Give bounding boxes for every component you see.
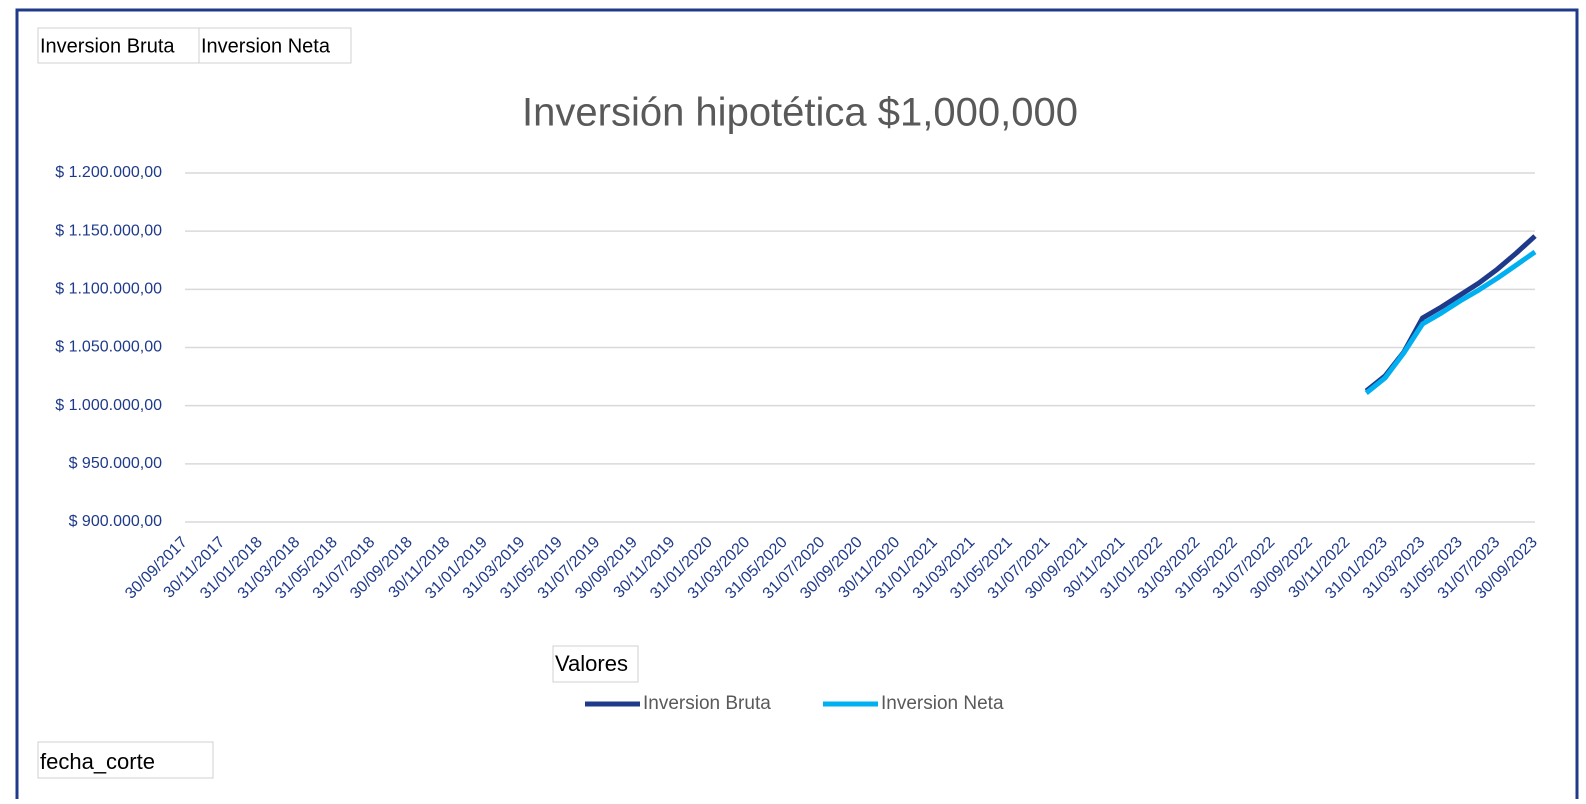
- y-tick-label: $ 1.050.000,00: [55, 339, 162, 356]
- frame: [15, 8, 1579, 804]
- filter-button[interactable]: [198, 27, 352, 64]
- axis-field-label[interactable]: fecha_corte: [40, 749, 155, 774]
- values-label[interactable]: Valores: [555, 651, 628, 676]
- filter-label[interactable]: Inversion Neta: [201, 35, 331, 57]
- chart-title: Inversión hipotética $1,000,000: [522, 91, 1078, 135]
- y-tick-label: $ 900.000,00: [69, 513, 163, 530]
- values-button[interactable]: [552, 645, 639, 683]
- y-tick-label: $ 1.000.000,00: [55, 397, 162, 414]
- y-tick-label: $ 1.100.000,00: [55, 281, 162, 298]
- series-line: [1364, 249, 1537, 395]
- legend-label: Inversion Bruta: [643, 693, 771, 714]
- filter-label[interactable]: Inversion Bruta: [40, 35, 175, 57]
- legend-label: Inversion Neta: [881, 693, 1004, 714]
- axis-field-button[interactable]: [37, 741, 214, 779]
- y-tick-label: $ 950.000,00: [69, 455, 163, 472]
- y-tick-label: $ 1.200.000,00: [55, 164, 162, 181]
- y-tick-label: $ 1.150.000,00: [55, 222, 162, 239]
